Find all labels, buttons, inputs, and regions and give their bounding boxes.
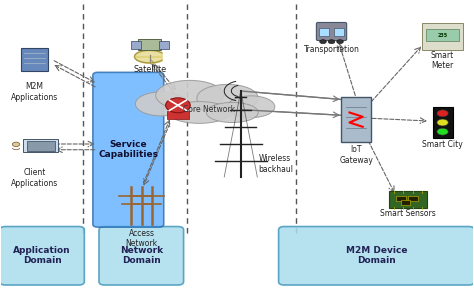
FancyBboxPatch shape bbox=[138, 39, 161, 50]
FancyBboxPatch shape bbox=[426, 29, 459, 41]
FancyBboxPatch shape bbox=[408, 196, 418, 201]
Text: Wireless
backhaul: Wireless backhaul bbox=[258, 154, 293, 174]
Ellipse shape bbox=[206, 103, 258, 122]
Text: Smart Sensors: Smart Sensors bbox=[380, 209, 436, 218]
Circle shape bbox=[319, 40, 326, 44]
FancyBboxPatch shape bbox=[99, 227, 183, 285]
FancyBboxPatch shape bbox=[341, 97, 371, 142]
Ellipse shape bbox=[197, 84, 258, 112]
Circle shape bbox=[437, 119, 448, 126]
Text: Access
Network: Access Network bbox=[126, 229, 157, 248]
Text: Network
Domain: Network Domain bbox=[120, 246, 163, 266]
Text: M2M Device
Domain: M2M Device Domain bbox=[346, 246, 407, 266]
FancyBboxPatch shape bbox=[27, 141, 55, 151]
Text: Application
Domain: Application Domain bbox=[13, 246, 71, 266]
Circle shape bbox=[437, 128, 448, 135]
FancyBboxPatch shape bbox=[23, 139, 58, 152]
FancyBboxPatch shape bbox=[0, 227, 84, 285]
Text: Transportation: Transportation bbox=[303, 45, 359, 54]
Circle shape bbox=[165, 98, 190, 113]
FancyBboxPatch shape bbox=[389, 191, 428, 208]
FancyBboxPatch shape bbox=[401, 200, 410, 205]
FancyBboxPatch shape bbox=[422, 23, 463, 50]
Ellipse shape bbox=[168, 102, 230, 123]
FancyBboxPatch shape bbox=[396, 196, 406, 201]
FancyBboxPatch shape bbox=[334, 29, 344, 36]
Text: Core Network: Core Network bbox=[182, 105, 235, 114]
FancyBboxPatch shape bbox=[433, 107, 453, 138]
Circle shape bbox=[337, 40, 343, 44]
Ellipse shape bbox=[228, 96, 275, 118]
Ellipse shape bbox=[156, 80, 224, 110]
Circle shape bbox=[328, 40, 335, 44]
FancyBboxPatch shape bbox=[159, 41, 169, 49]
FancyBboxPatch shape bbox=[21, 48, 48, 71]
FancyBboxPatch shape bbox=[167, 111, 189, 119]
Text: 235: 235 bbox=[438, 33, 447, 38]
FancyBboxPatch shape bbox=[93, 72, 164, 227]
FancyBboxPatch shape bbox=[279, 227, 474, 285]
FancyBboxPatch shape bbox=[131, 41, 141, 49]
FancyBboxPatch shape bbox=[319, 29, 329, 36]
Text: M2M
Applications: M2M Applications bbox=[11, 82, 58, 102]
Text: Service
Capabilities: Service Capabilities bbox=[98, 140, 158, 160]
Text: Satellite: Satellite bbox=[133, 65, 166, 74]
Circle shape bbox=[437, 110, 448, 117]
Text: Smart City: Smart City bbox=[422, 140, 463, 149]
Ellipse shape bbox=[136, 92, 187, 116]
Text: IoT
Gateway: IoT Gateway bbox=[339, 145, 373, 165]
Text: Smart
Meter: Smart Meter bbox=[431, 51, 454, 70]
Text: Client
Applications: Client Applications bbox=[11, 168, 58, 188]
FancyBboxPatch shape bbox=[317, 22, 346, 41]
Circle shape bbox=[12, 142, 20, 147]
